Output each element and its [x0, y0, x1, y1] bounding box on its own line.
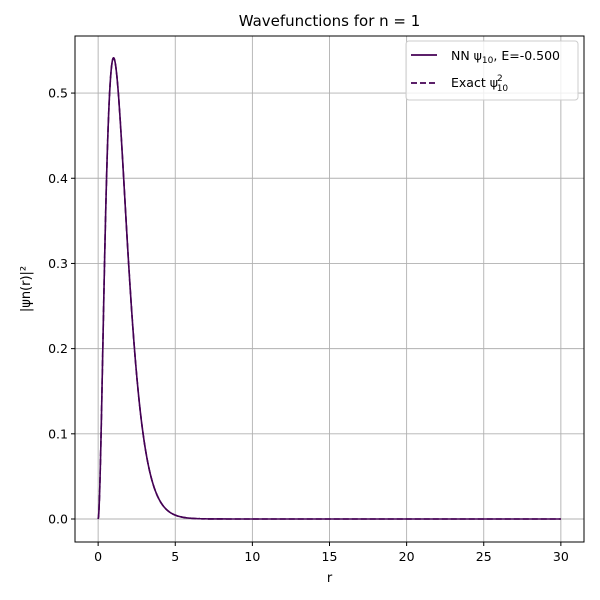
y-tick-label: 0.2	[48, 341, 68, 356]
x-tick-label: 0	[94, 549, 102, 564]
y-axis-label: |ψn(r)|²	[19, 266, 34, 312]
x-tick-label: 10	[244, 549, 260, 564]
x-tick-label: 25	[476, 549, 492, 564]
legend-box	[405, 40, 579, 101]
legend-nn-suffix: , E=-0.500	[493, 48, 560, 63]
x-tick-label: 20	[399, 549, 415, 564]
y-axis-label-text: |ψn(r)|²	[19, 266, 34, 312]
series-lines	[97, 57, 562, 520]
series-line-exact	[97, 57, 562, 520]
legend-exact-sup: 2	[497, 74, 503, 84]
axis-ticks: 0 5 10 15 20 25 30 0.0 0.1 0.2 0.3 0.4 0.5	[48, 86, 569, 564]
legend-exact-sub: 10	[497, 84, 509, 94]
y-tick-label: 0.0	[48, 512, 68, 527]
legend-nn-main: NN ψ	[451, 48, 482, 63]
legend-label-nn: NN ψ10, E=-0.500	[451, 48, 560, 66]
legend-label-exact: Exact ψ2 10	[451, 74, 508, 94]
x-tick-label: 5	[171, 549, 179, 564]
legend: NN ψ10, E=-0.500 Exact ψ2 10	[405, 40, 579, 101]
x-tick-label: 15	[322, 549, 338, 564]
legend-nn-sub: 10	[482, 56, 494, 66]
y-tick-label: 0.1	[48, 426, 68, 441]
x-axis-label: r	[327, 571, 333, 586]
grid	[75, 36, 584, 542]
legend-exact-main: Exact ψ	[451, 75, 498, 90]
chart-title: Wavefunctions for n = 1	[239, 12, 421, 30]
y-tick-label: 0.3	[48, 256, 68, 271]
x-tick-label: 30	[553, 549, 569, 564]
y-tick-label: 0.4	[48, 171, 68, 186]
y-tick-label: 0.5	[48, 86, 68, 101]
